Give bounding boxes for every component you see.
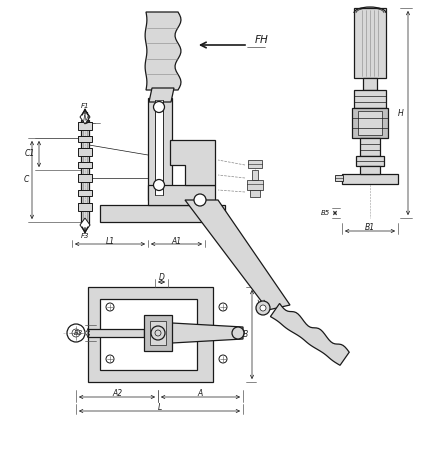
Text: D: D	[159, 274, 164, 282]
Bar	[335, 175, 343, 181]
Text: B3: B3	[74, 330, 83, 336]
Text: F1: F1	[81, 103, 89, 109]
Circle shape	[153, 179, 164, 191]
Circle shape	[67, 324, 85, 342]
Bar	[150, 321, 166, 345]
Bar	[78, 148, 92, 156]
Bar	[252, 170, 258, 180]
Polygon shape	[155, 100, 163, 195]
Bar	[356, 156, 384, 166]
Polygon shape	[145, 12, 181, 90]
Bar	[81, 120, 89, 225]
Bar	[100, 299, 197, 370]
Text: A1: A1	[171, 237, 181, 246]
Bar	[360, 138, 380, 156]
Circle shape	[260, 305, 266, 311]
Text: A2: A2	[112, 389, 122, 397]
Text: FH: FH	[255, 35, 269, 45]
Text: A: A	[198, 389, 203, 397]
Text: B5: B5	[321, 210, 330, 216]
Bar	[144, 315, 172, 351]
Circle shape	[106, 303, 114, 311]
Text: B: B	[243, 330, 248, 339]
Bar	[248, 160, 262, 168]
Bar	[78, 136, 92, 142]
Bar	[354, 8, 386, 78]
Bar	[363, 78, 377, 90]
Bar	[78, 190, 92, 196]
Circle shape	[72, 329, 80, 337]
Text: B1: B1	[365, 222, 375, 232]
Bar	[78, 162, 92, 168]
Polygon shape	[148, 98, 172, 200]
Polygon shape	[172, 323, 243, 343]
Text: F3: F3	[81, 233, 89, 239]
Text: C: C	[24, 176, 29, 185]
Circle shape	[232, 327, 244, 339]
Bar	[358, 111, 382, 135]
Bar	[88, 329, 144, 337]
Polygon shape	[185, 200, 290, 310]
Polygon shape	[170, 140, 215, 185]
Circle shape	[106, 355, 114, 363]
Circle shape	[219, 355, 227, 363]
Bar	[78, 122, 92, 130]
Circle shape	[219, 303, 227, 311]
Bar	[342, 174, 398, 184]
Bar	[83, 112, 87, 120]
Bar	[88, 287, 213, 382]
Circle shape	[256, 301, 270, 315]
Text: L: L	[157, 403, 162, 411]
Bar	[360, 166, 380, 174]
Circle shape	[153, 102, 164, 112]
Bar	[352, 108, 388, 138]
Bar	[354, 90, 386, 108]
Bar	[250, 190, 260, 197]
Polygon shape	[80, 110, 90, 124]
Text: L1: L1	[106, 237, 115, 246]
Circle shape	[155, 330, 161, 336]
Polygon shape	[100, 205, 225, 222]
Circle shape	[194, 194, 206, 206]
Circle shape	[151, 326, 165, 340]
Polygon shape	[80, 218, 90, 232]
Text: H: H	[398, 109, 404, 117]
Text: M: M	[83, 115, 89, 123]
Text: C1: C1	[25, 150, 35, 158]
Bar	[78, 174, 92, 182]
Bar	[78, 203, 92, 211]
Polygon shape	[149, 88, 174, 102]
Bar	[247, 180, 263, 190]
Polygon shape	[148, 185, 215, 205]
Polygon shape	[270, 303, 349, 365]
